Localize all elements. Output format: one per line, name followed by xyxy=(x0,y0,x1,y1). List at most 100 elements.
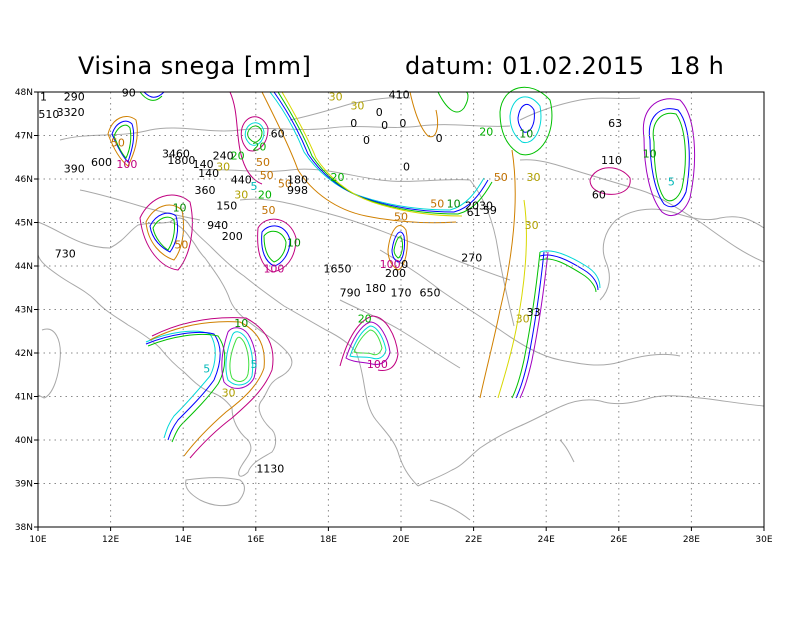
value-label: 360 xyxy=(194,184,215,197)
value-label: 0 xyxy=(403,160,410,173)
lon-tick-label: 22E xyxy=(465,535,482,545)
lon-tick-label: 16E xyxy=(247,535,264,545)
value-label: 63 xyxy=(608,117,622,130)
map-frame xyxy=(37,91,765,528)
value-label: 110 xyxy=(601,154,622,167)
value-label: 100 xyxy=(380,258,401,271)
value-label: 240 xyxy=(213,149,234,162)
value-label: 50 xyxy=(262,204,276,217)
lon-tick-label: 30E xyxy=(755,535,772,545)
value-label: 510 xyxy=(38,108,59,121)
value-label: 940 xyxy=(207,219,228,232)
latitude-ticks: 48N 47N 46N 45N 44N 43N 42N 41N 40N 39N 38N xyxy=(15,88,38,533)
value-label: 180 xyxy=(287,173,308,186)
value-label: 50 xyxy=(394,210,408,223)
value-label: 150 xyxy=(216,199,237,212)
value-label: 50 xyxy=(260,169,274,182)
lat-tick-label: 46N xyxy=(15,175,33,185)
value-label: 50 xyxy=(430,197,444,210)
lat-tick-label: 44N xyxy=(15,262,33,272)
lat-tick-label: 40N xyxy=(15,436,33,446)
lat-tick-label: 43N xyxy=(15,306,33,316)
value-label: 1130 xyxy=(256,463,284,476)
value-label: 1800 xyxy=(167,154,195,167)
lat-tick-label: 48N xyxy=(15,88,33,98)
value-label: 30 xyxy=(516,313,530,326)
value-label: 440 xyxy=(231,173,252,186)
lat-tick-label: 47N xyxy=(15,132,33,142)
value-label: 50 xyxy=(278,178,292,191)
lon-tick-label: 24E xyxy=(538,535,555,545)
lon-tick-label: 20E xyxy=(392,535,409,545)
value-label: 10 xyxy=(287,236,301,249)
value-label: 30 xyxy=(350,99,364,112)
value-label: 600 xyxy=(91,156,112,169)
value-label: 1 xyxy=(40,91,47,104)
map-title: Visina snega [mm] xyxy=(78,52,312,80)
value-label: 30 xyxy=(329,91,343,104)
value-label: 50 xyxy=(174,239,188,252)
value-label: 30 xyxy=(216,160,230,173)
value-label: 2030 xyxy=(465,199,493,212)
lat-tick-label: 42N xyxy=(15,349,33,359)
lat-tick-label: 41N xyxy=(15,393,33,403)
lat-lon-grid xyxy=(38,92,764,527)
longitude-ticks: 10E 12E 14E 16E 18E 20E 22E 24E 26E 28E 30E xyxy=(29,527,773,545)
value-label: 0 xyxy=(401,258,408,271)
contour-labels: 2901510332090390600501003460180014014024… xyxy=(38,86,675,475)
value-label: 33 xyxy=(526,306,540,319)
value-label: 410 xyxy=(389,89,410,102)
value-label: 30 xyxy=(525,219,539,232)
value-label: 0 xyxy=(436,132,443,145)
value-label: 730 xyxy=(55,247,76,260)
value-label: 5 xyxy=(250,180,257,193)
value-label: 180 xyxy=(365,282,386,295)
value-label: 390 xyxy=(64,162,85,175)
value-label: 0 xyxy=(350,117,357,130)
value-label: 20 xyxy=(358,313,372,326)
value-label: 100 xyxy=(367,358,388,371)
value-label: 30 xyxy=(526,171,540,184)
value-label: 5 xyxy=(250,358,257,371)
value-label: 140 xyxy=(198,167,219,180)
value-label: 59 xyxy=(483,204,497,217)
value-label: 60 xyxy=(592,189,606,202)
value-label: 200 xyxy=(222,230,243,243)
value-label: 0 xyxy=(376,106,383,119)
value-label: 10 xyxy=(643,147,657,160)
value-label: 0 xyxy=(381,119,388,132)
value-label: 10 xyxy=(234,317,248,330)
value-label: 200 xyxy=(385,267,406,280)
value-label: 50 xyxy=(256,156,270,169)
value-label: 3460 xyxy=(162,147,190,160)
value-label: 50 xyxy=(494,171,508,184)
value-label: 5 xyxy=(668,176,675,189)
value-label: 790 xyxy=(340,286,361,299)
value-label: 3320 xyxy=(57,106,85,119)
lat-tick-label: 38N xyxy=(15,523,33,533)
value-label: 170 xyxy=(391,286,412,299)
value-label: 20 xyxy=(330,171,344,184)
value-label: 30 xyxy=(234,189,248,202)
value-label: 30 xyxy=(222,387,236,400)
value-label: 100 xyxy=(116,158,137,171)
lon-tick-label: 18E xyxy=(320,535,337,545)
value-label: 10 xyxy=(519,128,533,141)
value-label: 60 xyxy=(271,128,285,141)
value-label: 650 xyxy=(420,286,441,299)
value-label: 0 xyxy=(363,134,370,147)
lon-tick-label: 14E xyxy=(175,535,192,545)
value-label: 0 xyxy=(399,117,406,130)
value-label: 20 xyxy=(252,141,266,154)
value-label: 998 xyxy=(287,184,308,197)
value-label: 270 xyxy=(461,252,482,265)
coastlines xyxy=(37,97,765,521)
map-date: datum: 01.02.2015 18 h xyxy=(405,52,725,80)
value-label: 20 xyxy=(258,189,272,202)
value-label: 140 xyxy=(193,158,214,171)
lon-tick-label: 26E xyxy=(610,535,627,545)
lat-tick-label: 39N xyxy=(15,480,33,490)
value-label: 100 xyxy=(263,263,284,276)
